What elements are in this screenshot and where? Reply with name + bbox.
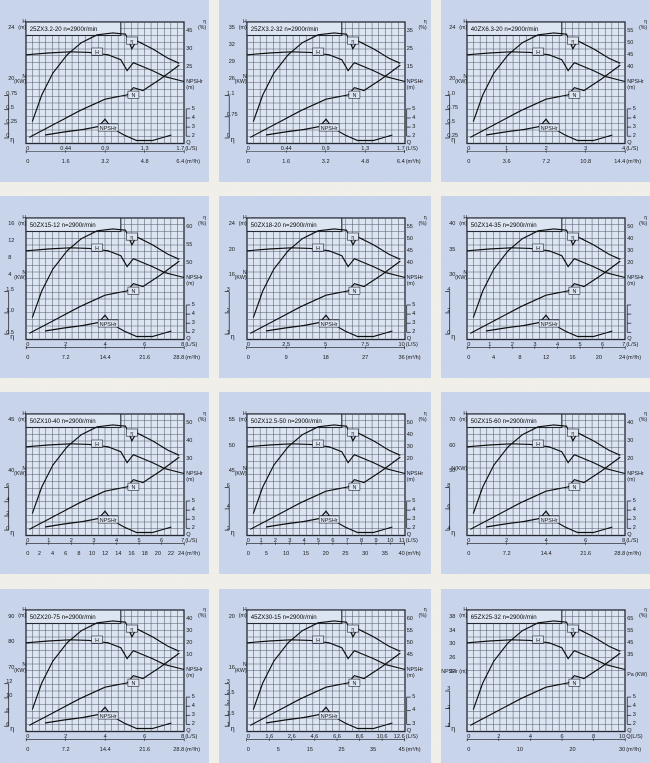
svg-text:H: H xyxy=(316,442,320,448)
svg-text:N: N xyxy=(352,93,356,99)
svg-text:N: N xyxy=(573,289,577,295)
svg-text:N: N xyxy=(573,681,577,687)
svg-text:50ZX15-12 n=2900r/min: 50ZX15-12 n=2900r/min xyxy=(30,222,96,229)
svg-text:NPSHr: NPSHr xyxy=(320,322,337,328)
svg-text:η: η xyxy=(131,235,134,241)
svg-text:N: N xyxy=(132,681,136,687)
svg-text:65ZX25-32 n=2900r/min: 65ZX25-32 n=2900r/min xyxy=(471,614,537,621)
svg-text:NPSHr: NPSHr xyxy=(320,126,337,132)
svg-text:η: η xyxy=(572,39,575,45)
svg-text:NPSHr: NPSHr xyxy=(541,518,558,524)
svg-text:25ZX3.2-20 n=2900r/min: 25ZX3.2-20 n=2900r/min xyxy=(30,26,98,33)
svg-text:η: η xyxy=(131,627,134,633)
svg-text:50ZX15-60 n=2900r/min: 50ZX15-60 n=2900r/min xyxy=(471,418,537,425)
svg-text:η: η xyxy=(572,235,575,241)
svg-text:H: H xyxy=(95,442,99,448)
svg-text:NPSHr: NPSHr xyxy=(100,714,117,720)
svg-text:H: H xyxy=(95,638,99,644)
svg-text:N: N xyxy=(132,93,136,99)
svg-text:H: H xyxy=(95,50,99,56)
svg-text:50ZX12.5-50 n=2900r/min: 50ZX12.5-50 n=2900r/min xyxy=(250,418,321,425)
svg-text:NPSHr: NPSHr xyxy=(541,126,558,132)
svg-text:η: η xyxy=(351,39,354,45)
svg-text:η: η xyxy=(572,431,575,437)
svg-text:η: η xyxy=(572,627,575,633)
svg-text:η: η xyxy=(131,39,134,45)
svg-text:NPSHr: NPSHr xyxy=(320,518,337,524)
svg-text:N: N xyxy=(132,485,136,491)
svg-text:η: η xyxy=(351,627,354,633)
svg-text:N: N xyxy=(573,93,577,99)
svg-text:H: H xyxy=(316,50,320,56)
svg-text:H: H xyxy=(95,246,99,252)
svg-text:25ZX3.2-32 n=2900r/min: 25ZX3.2-32 n=2900r/min xyxy=(250,26,318,33)
svg-text:45ZX30-15 n=2900r/min: 45ZX30-15 n=2900r/min xyxy=(250,614,316,621)
svg-text:NPSHr: NPSHr xyxy=(100,518,117,524)
svg-text:NPSHr: NPSHr xyxy=(541,322,558,328)
svg-text:N: N xyxy=(573,485,577,491)
svg-text:40ZX6.3-20 n=2900r/min: 40ZX6.3-20 n=2900r/min xyxy=(471,26,539,33)
svg-text:N: N xyxy=(352,681,356,687)
svg-text:H: H xyxy=(316,638,320,644)
svg-text:N: N xyxy=(352,289,356,295)
svg-text:NPSHr: NPSHr xyxy=(100,126,117,132)
svg-text:H: H xyxy=(316,246,320,252)
svg-text:H: H xyxy=(536,442,540,448)
svg-text:H: H xyxy=(536,246,540,252)
svg-text:H: H xyxy=(536,638,540,644)
svg-text:H: H xyxy=(536,50,540,56)
svg-text:50ZX10-40 n=2900r/min: 50ZX10-40 n=2900r/min xyxy=(30,418,96,425)
svg-text:50ZX20-75 n=2900r/min: 50ZX20-75 n=2900r/min xyxy=(30,614,96,621)
svg-text:N: N xyxy=(352,485,356,491)
svg-text:50ZX14-35 n=2900r/min: 50ZX14-35 n=2900r/min xyxy=(471,222,537,229)
svg-text:η: η xyxy=(351,235,354,241)
svg-text:50ZX18-20 n=2900r/min: 50ZX18-20 n=2900r/min xyxy=(250,222,316,229)
svg-text:N: N xyxy=(132,289,136,295)
svg-text:η: η xyxy=(131,431,134,437)
svg-text:NPSHr: NPSHr xyxy=(320,714,337,720)
svg-text:NPSHr: NPSHr xyxy=(100,322,117,328)
svg-text:η: η xyxy=(351,431,354,437)
